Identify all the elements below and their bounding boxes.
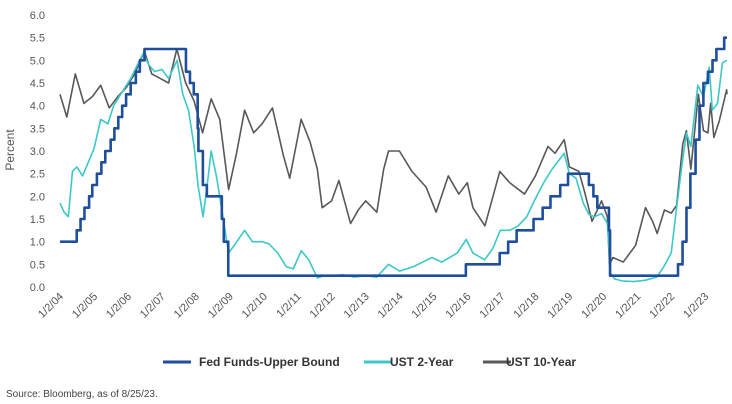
y-tick-label: 3.5 bbox=[30, 123, 45, 135]
x-tick-label: 1/2/06 bbox=[104, 291, 134, 321]
x-tick-label: 1/2/22 bbox=[647, 291, 677, 321]
y-tick-label: 5.5 bbox=[30, 33, 45, 45]
series-line-2 bbox=[59, 48, 728, 266]
y-tick-label: 2.5 bbox=[30, 169, 45, 181]
y-tick-label: 6.0 bbox=[30, 10, 45, 22]
x-tick-label: 1/2/10 bbox=[240, 291, 270, 321]
x-axis: 1/2/04 1/2/05 1/2/06 1/2/07 1/2/08 1/2/09 1/2/… bbox=[36, 291, 711, 321]
x-tick-label: 1/2/14 bbox=[376, 291, 406, 321]
x-tick-label: 1/2/05 bbox=[70, 291, 100, 321]
y-tick-label: 3.0 bbox=[30, 146, 45, 158]
series-line-0 bbox=[60, 36, 727, 277]
y-axis-title: Percent bbox=[3, 129, 17, 171]
legend-label: Fed Funds-Upper Bound bbox=[199, 355, 340, 369]
x-tick-label: 1/2/20 bbox=[579, 291, 609, 321]
x-tick-label: 1/2/16 bbox=[443, 291, 473, 321]
y-tick-label: 2.0 bbox=[30, 191, 45, 203]
x-tick-label: 1/2/19 bbox=[545, 291, 575, 321]
x-tick-label: 1/2/15 bbox=[410, 291, 440, 321]
y-axis: 0.0 0.5 1.0 1.5 2.0 2.5 3.0 3.5 4.0 4.5 5.0 5.5 6.0 bbox=[30, 10, 45, 294]
x-tick-label: 1/2/21 bbox=[613, 291, 643, 321]
x-tick-label: 1/2/13 bbox=[342, 291, 372, 321]
y-tick-label: 1.5 bbox=[30, 214, 45, 226]
y-tick-label: 0.0 bbox=[30, 282, 45, 294]
plot-area bbox=[59, 36, 728, 283]
series-line-1 bbox=[59, 52, 728, 283]
y-tick-label: 4.0 bbox=[30, 101, 45, 113]
x-tick-label: 1/2/18 bbox=[511, 291, 541, 321]
x-tick-label: 1/2/04 bbox=[36, 291, 66, 321]
y-tick-label: 0.5 bbox=[30, 259, 45, 271]
x-tick-label: 1/2/17 bbox=[477, 291, 507, 321]
x-tick-label: 1/2/11 bbox=[274, 291, 304, 321]
x-tick-label: 1/2/07 bbox=[138, 291, 168, 321]
x-tick-label: 1/2/23 bbox=[681, 291, 711, 321]
legend-label: UST 2-Year bbox=[390, 355, 454, 369]
y-tick-label: 5.0 bbox=[30, 55, 45, 67]
y-tick-label: 1.0 bbox=[30, 237, 45, 249]
x-tick-label: 1/2/09 bbox=[206, 291, 236, 321]
legend: Fed Funds-Upper Bound UST 2-Year UST 10-Ye… bbox=[163, 355, 576, 369]
y-tick-label: 4.5 bbox=[30, 78, 45, 90]
legend-label: UST 10-Year bbox=[506, 355, 576, 369]
x-tick-label: 1/2/12 bbox=[308, 291, 338, 321]
x-tick-label: 1/2/08 bbox=[172, 291, 202, 321]
source-note: Source: Bloomberg, as of 8/25/23. bbox=[6, 389, 158, 400]
